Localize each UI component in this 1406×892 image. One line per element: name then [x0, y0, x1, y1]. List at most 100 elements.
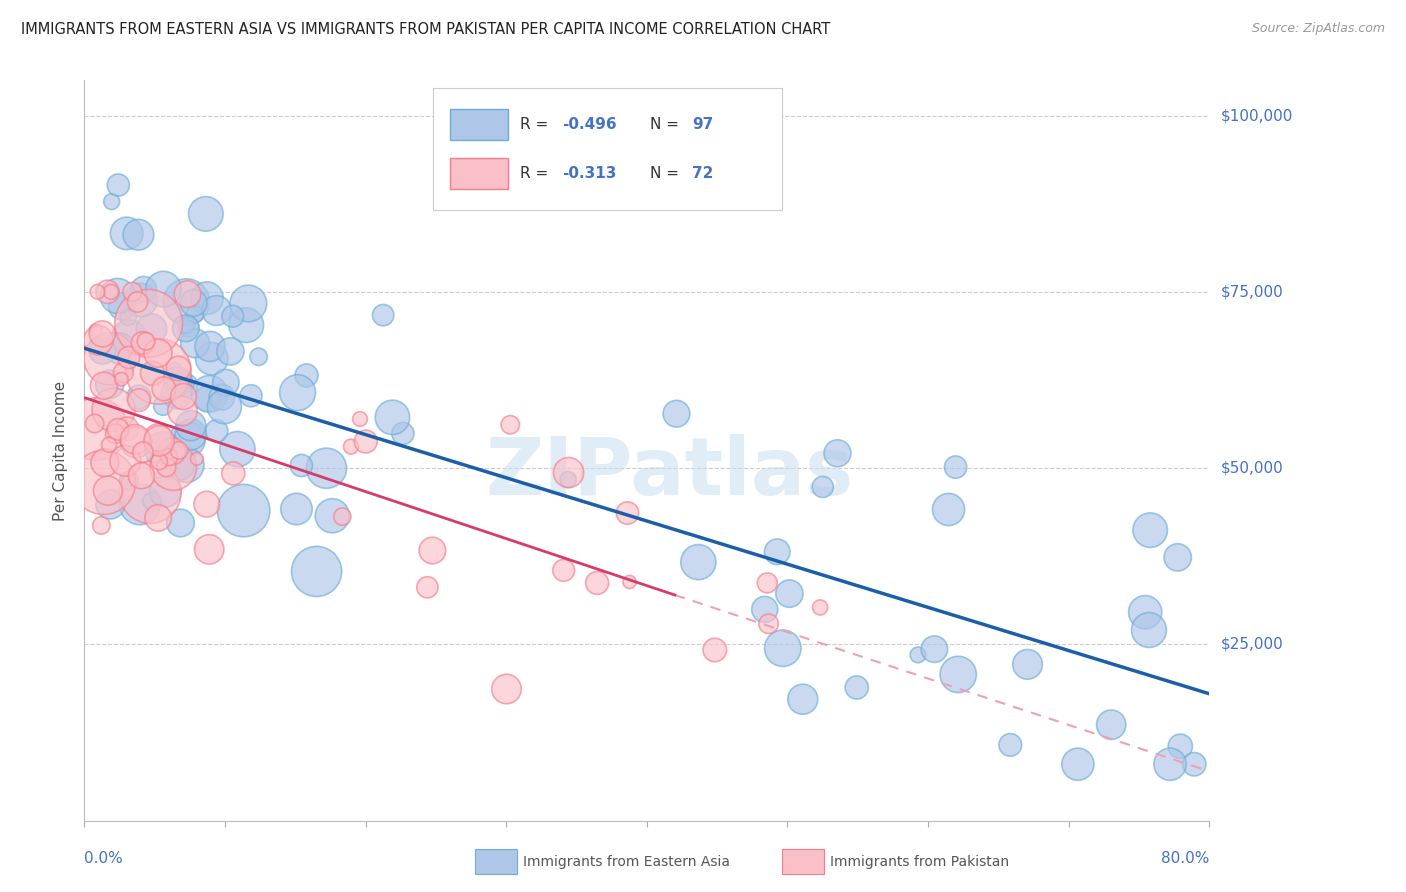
- Point: [163, 363, 186, 377]
- Point: [1099, 717, 1122, 731]
- Point: [811, 480, 834, 494]
- Point: [152, 399, 174, 413]
- Point: [1182, 757, 1205, 772]
- Point: [107, 422, 129, 436]
- Text: $50,000: $50,000: [1220, 460, 1284, 475]
- Text: N =: N =: [650, 166, 683, 181]
- Point: [205, 424, 228, 438]
- Point: [1139, 523, 1161, 537]
- Point: [176, 458, 198, 472]
- Point: [86, 285, 108, 299]
- Point: [176, 295, 198, 310]
- Point: [195, 497, 218, 511]
- Point: [222, 467, 245, 481]
- Text: ZIPatlas: ZIPatlas: [485, 434, 853, 512]
- Point: [110, 372, 132, 386]
- Point: [148, 364, 170, 378]
- Point: [184, 336, 207, 351]
- Point: [495, 681, 517, 696]
- Point: [174, 378, 197, 392]
- Point: [315, 461, 337, 475]
- Point: [295, 368, 318, 383]
- Text: $100,000: $100,000: [1220, 108, 1292, 123]
- FancyBboxPatch shape: [433, 87, 782, 210]
- Point: [907, 648, 929, 662]
- Point: [104, 426, 127, 441]
- Point: [107, 178, 129, 192]
- Point: [112, 366, 135, 380]
- Point: [83, 417, 105, 431]
- Point: [115, 227, 138, 241]
- Point: [127, 295, 149, 310]
- Point: [703, 643, 725, 657]
- Point: [125, 435, 148, 450]
- Point: [148, 454, 170, 468]
- Point: [1000, 738, 1022, 752]
- Point: [176, 433, 198, 447]
- Point: [166, 386, 188, 401]
- Point: [127, 227, 149, 242]
- Point: [132, 445, 155, 459]
- Point: [131, 336, 153, 351]
- Point: [195, 291, 218, 305]
- Point: [91, 343, 114, 358]
- Point: [100, 498, 122, 512]
- Point: [155, 484, 177, 499]
- Point: [176, 287, 198, 301]
- Point: [167, 443, 190, 458]
- Point: [152, 442, 174, 457]
- Point: [416, 580, 439, 594]
- Point: [139, 485, 162, 500]
- Point: [167, 361, 190, 376]
- Text: N =: N =: [650, 117, 683, 132]
- Point: [754, 602, 776, 616]
- Point: [1017, 657, 1039, 672]
- Point: [131, 468, 153, 483]
- Point: [1168, 739, 1191, 754]
- FancyBboxPatch shape: [450, 109, 509, 140]
- Point: [155, 460, 177, 475]
- Point: [111, 299, 134, 313]
- Point: [198, 339, 221, 353]
- Point: [118, 330, 141, 344]
- Text: $25,000: $25,000: [1220, 637, 1284, 652]
- Point: [305, 565, 328, 579]
- Point: [553, 563, 575, 577]
- Point: [115, 422, 138, 436]
- Point: [180, 427, 202, 442]
- Point: [103, 402, 125, 417]
- Point: [169, 516, 191, 530]
- Point: [107, 289, 129, 303]
- Point: [121, 285, 143, 299]
- Point: [214, 400, 236, 414]
- Point: [108, 342, 131, 356]
- Text: -0.313: -0.313: [562, 166, 617, 181]
- Point: [148, 434, 170, 448]
- Point: [186, 451, 208, 466]
- Point: [290, 458, 312, 473]
- Text: R =: R =: [520, 117, 553, 132]
- Point: [129, 293, 152, 307]
- Point: [198, 542, 221, 557]
- Point: [177, 320, 200, 334]
- Point: [557, 473, 579, 487]
- Point: [845, 681, 868, 695]
- Point: [135, 334, 157, 349]
- Text: Source: ZipAtlas.com: Source: ZipAtlas.com: [1251, 22, 1385, 36]
- Point: [118, 351, 141, 365]
- Point: [808, 600, 831, 615]
- Point: [118, 474, 141, 488]
- Point: [586, 575, 609, 590]
- Point: [232, 503, 254, 517]
- Point: [87, 333, 110, 347]
- Point: [948, 667, 970, 681]
- Point: [557, 466, 579, 480]
- FancyBboxPatch shape: [450, 158, 509, 189]
- Text: IMMIGRANTS FROM EASTERN ASIA VS IMMIGRANTS FROM PAKISTAN PER CAPITA INCOME CORRE: IMMIGRANTS FROM EASTERN ASIA VS IMMIGRAN…: [21, 22, 831, 37]
- Point: [141, 494, 163, 508]
- Point: [96, 285, 118, 299]
- Point: [128, 393, 150, 408]
- Point: [97, 483, 120, 498]
- Point: [105, 338, 128, 352]
- Point: [373, 308, 395, 322]
